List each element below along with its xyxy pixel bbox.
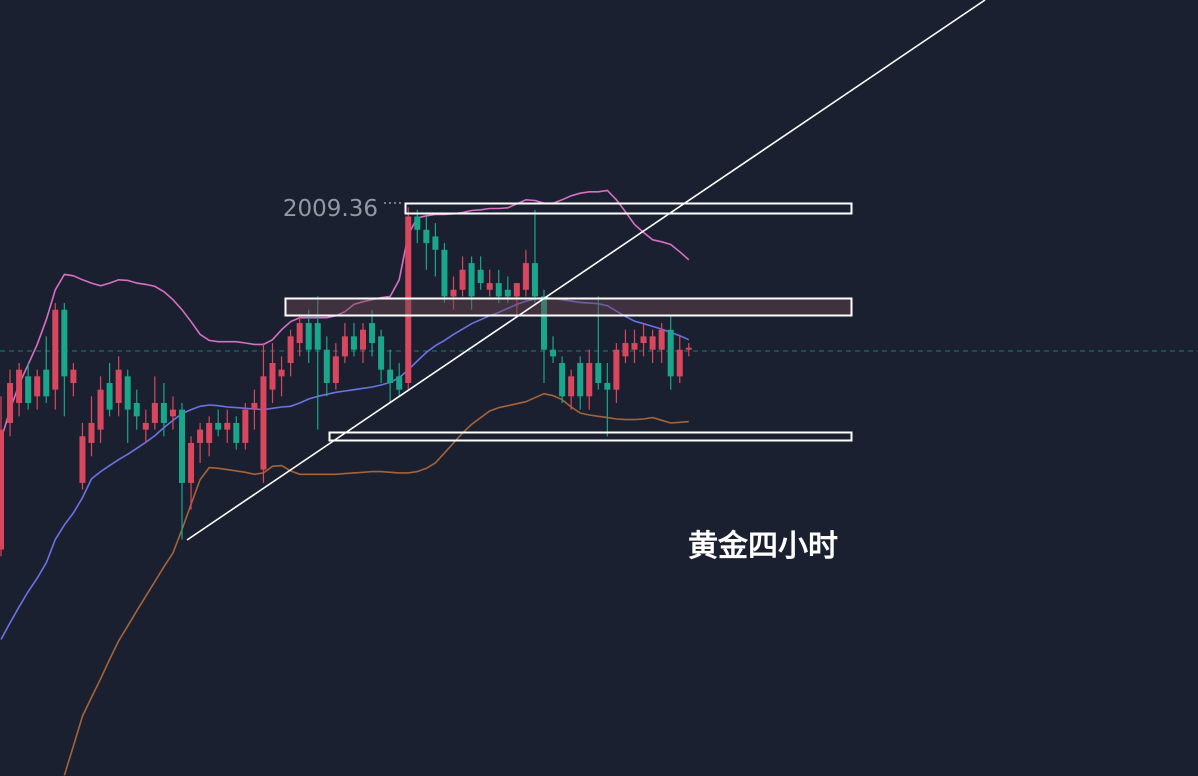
candle-body [260, 376, 267, 470]
candle-body [332, 356, 339, 384]
indicator-line [63, 392, 689, 776]
candle-body [387, 369, 394, 384]
candle-body [414, 216, 421, 230]
candle-body [477, 269, 484, 284]
candle-body [550, 349, 557, 357]
chart-title: 黄金四小时 [688, 529, 838, 564]
candle-body [269, 363, 276, 390]
candle-body [577, 363, 584, 397]
candle-body [197, 429, 204, 443]
candle-body [251, 402, 258, 410]
candle-body [151, 402, 158, 423]
candle-body [649, 336, 656, 350]
candle-body [79, 436, 86, 483]
candle-body [513, 283, 520, 297]
candle-body [613, 349, 620, 390]
high-label: 2009.36 [283, 196, 378, 222]
candle-body [531, 263, 538, 297]
candle-body [115, 369, 122, 403]
top-box [404, 202, 853, 215]
candle-body [16, 369, 23, 403]
candle-body [423, 229, 430, 244]
candle-body [287, 336, 294, 364]
candle-body [233, 422, 240, 443]
candle-body [568, 376, 575, 397]
candle-body [169, 409, 176, 417]
candle-body [541, 296, 547, 350]
candle-body [432, 236, 439, 250]
candle-body [396, 376, 403, 390]
trend-line [186, 0, 986, 541]
candle-body [278, 369, 285, 377]
candle-body [667, 329, 674, 377]
candle-body [658, 329, 665, 350]
plot [0, 189, 692, 776]
candle-body [296, 323, 303, 344]
candle-body [468, 263, 475, 297]
candle-body [0, 429, 4, 550]
candle-body [495, 283, 502, 297]
candle-body [360, 329, 366, 350]
candle-body [215, 422, 222, 430]
candle-body [314, 323, 321, 350]
candle-body [160, 402, 167, 423]
candle-body [640, 336, 647, 344]
candle-body [323, 349, 330, 384]
candle-body [52, 309, 59, 390]
candle-body [25, 376, 32, 403]
indicator-line [0, 296, 690, 640]
candle-body [106, 383, 113, 410]
candle-body [142, 422, 149, 430]
candle-body [522, 263, 529, 290]
candle-body [97, 389, 104, 430]
candle-body [88, 422, 95, 443]
candle-body [179, 409, 185, 483]
support-box [328, 431, 853, 442]
candle-body [7, 383, 14, 423]
candle-body [631, 343, 638, 350]
candle-body [676, 349, 683, 377]
candle-body [242, 409, 249, 443]
candle-body [595, 363, 602, 384]
candle-body [504, 289, 511, 297]
resistance-box [284, 297, 853, 317]
candle-body [559, 363, 566, 397]
candle-body [34, 376, 41, 397]
candle-body [441, 249, 448, 297]
candle-body [459, 269, 466, 290]
candle-body [124, 376, 131, 410]
candle-body [224, 422, 231, 430]
candle-body [350, 336, 357, 350]
candle-body [61, 309, 68, 377]
candle-body [341, 336, 348, 357]
candle-body [378, 336, 385, 370]
candle-body [206, 422, 213, 443]
candle-body [586, 363, 593, 397]
candle-body [305, 323, 312, 350]
candle-body [369, 323, 376, 344]
candle-body [188, 442, 195, 483]
candle-body [604, 383, 611, 390]
candle-body [43, 369, 50, 397]
indicator-line [0, 189, 690, 440]
candle-body [685, 347, 692, 350]
candle-body [486, 283, 493, 290]
candle-body [450, 289, 457, 297]
candle-body [133, 402, 140, 417]
candle-body [405, 216, 412, 384]
candle-body [622, 343, 629, 357]
candle-body [70, 369, 77, 384]
